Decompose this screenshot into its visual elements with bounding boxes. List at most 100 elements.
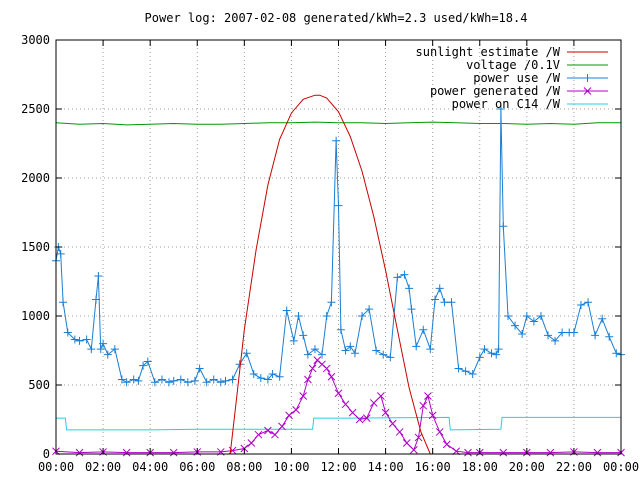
data-point [504,312,512,320]
data-point [369,399,378,407]
data-point [435,428,444,436]
series-voltage [55,121,621,126]
data-point [299,331,308,340]
y-tick-label: 1500 [21,240,50,254]
x-tick-label: 02:00 [85,460,121,474]
y-tick-label: 1000 [21,309,50,323]
data-point [569,328,578,337]
data-point [518,329,527,338]
data-point [117,375,126,384]
data-point [365,305,374,314]
data-point [544,331,553,340]
data-point [372,346,381,355]
data-point [169,376,178,385]
data-point [63,328,72,337]
x-tick-label: 18:00 [462,460,498,474]
data-point [612,349,621,358]
legend-marker [583,87,592,95]
data-point [275,372,284,381]
data-point [388,419,397,428]
data-point [598,314,607,323]
data-point [318,350,327,359]
data-point [285,411,293,420]
data-point [412,342,421,351]
data-point [576,300,585,309]
data-point [103,350,112,359]
data-point [228,375,237,384]
x-tick-label: 06:00 [179,460,215,474]
data-point [424,392,432,400]
data-point [292,405,300,414]
data-point [593,448,602,457]
data-point [584,298,593,307]
data-point [59,298,68,307]
data-point [70,335,79,344]
legend-marker [583,74,592,82]
data-point [499,448,508,457]
data-point [209,375,218,384]
data-point [536,312,545,320]
data-point [496,105,505,113]
data-point [256,374,265,383]
data-point [254,430,263,439]
data-point [183,378,192,387]
data-point [56,249,65,258]
data-point [442,440,451,449]
x-tick-label: 10:00 [273,460,309,474]
legend-label: power on C14 /W [452,97,561,111]
data-point [157,375,166,384]
data-point [362,414,371,422]
y-tick-label: 3000 [21,33,50,47]
data-point [221,376,230,385]
data-point [334,389,343,398]
grid-lines [56,40,621,454]
data-point [341,346,350,355]
data-point [341,400,350,409]
data-point [546,448,555,457]
data-point [440,298,449,307]
chart-title: Power log: 2007-02-08 generated/kWh=2.3 … [145,11,528,25]
series-layer [52,94,625,457]
data-point [143,357,152,366]
data-point [400,270,409,279]
series-line-sunlight [229,94,438,455]
data-point [278,422,286,431]
x-tick-label: 08:00 [226,460,262,474]
data-point [377,392,385,400]
data-point [419,401,428,410]
data-point [202,378,211,387]
data-point [381,408,390,417]
y-tick-label: 2000 [21,171,50,185]
data-point [511,321,520,330]
y-tick-label: 0 [43,447,50,461]
data-point [165,378,173,387]
data-point [499,222,508,231]
data-point [75,448,84,457]
y-tick-label: 2500 [21,102,50,116]
axis-ticks: 00:00 02:00 04:00 06:00 08:00 10:00 12:00 14:00… [21,33,639,474]
data-point [431,295,440,304]
x-tick-label: 20:00 [509,460,545,474]
data-point [336,325,345,334]
data-point [327,298,336,307]
data-point [327,372,336,381]
data-point [190,376,199,385]
legend-label: power generated /W [430,84,561,98]
data-point [271,430,279,439]
data-point [454,364,463,373]
data-point [402,439,411,447]
data-point [263,375,272,384]
x-tick-label: 22:00 [556,460,592,474]
data-point [96,345,105,354]
data-point [110,345,119,354]
data-point [558,328,567,337]
data-point [355,415,364,424]
series-line-voltage [55,121,621,126]
data-point [447,298,456,307]
data-point [464,448,472,457]
data-point [322,364,331,373]
series-sunlight [229,94,438,455]
data-point [134,376,143,385]
data-point [169,448,178,457]
